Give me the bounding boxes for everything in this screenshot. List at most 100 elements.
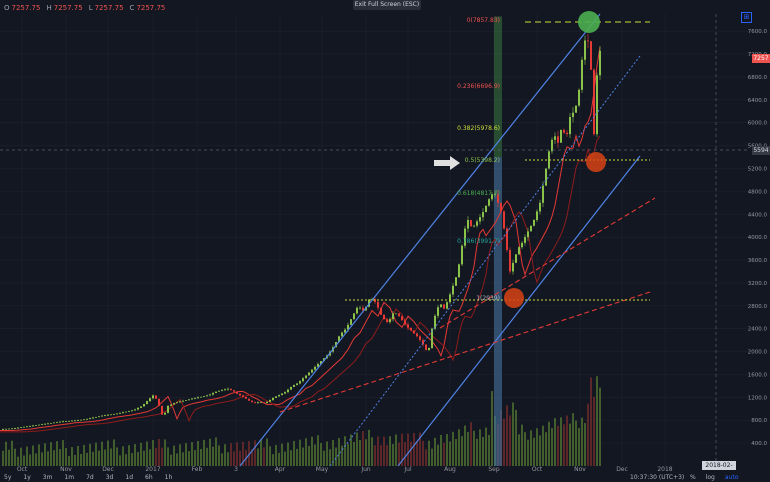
candle-body <box>56 422 58 423</box>
candle-body <box>26 426 28 428</box>
volume-bar <box>551 428 553 466</box>
candle-body <box>470 219 472 227</box>
x-tick-label: Feb <box>192 466 203 473</box>
y-axis-panel <box>750 14 770 466</box>
volume-bar <box>308 445 310 466</box>
candle-body <box>239 393 241 396</box>
volume-bar <box>365 439 367 466</box>
volume-bar <box>26 446 28 466</box>
x-tick-label: Oct <box>532 466 543 473</box>
candle-body <box>134 409 136 411</box>
candle-body <box>131 410 133 412</box>
candle-body <box>530 225 532 232</box>
candle-body <box>182 400 184 402</box>
candle-body <box>503 211 505 229</box>
volume-bar <box>428 440 430 466</box>
volume-bar <box>476 438 478 466</box>
log-toggle[interactable]: log <box>705 474 715 481</box>
date-range-box[interactable]: 2018-02-08 <box>702 461 736 478</box>
candle-body <box>17 427 19 429</box>
volume-bar <box>479 429 481 466</box>
candle-body <box>206 395 208 397</box>
volume-bar <box>350 434 352 466</box>
candle-body <box>377 301 379 308</box>
volume-bar <box>467 431 469 466</box>
candle-body <box>62 421 64 423</box>
candle-body <box>575 105 577 113</box>
candle-body <box>590 41 592 70</box>
channel-upper-line <box>239 13 601 467</box>
candle-body <box>359 307 361 309</box>
ohlc-legend: O 7257.75 H 7257.75 L 7257.75 C 7257.75 <box>4 4 165 12</box>
candle-body <box>482 212 484 218</box>
volume-bar <box>218 445 220 466</box>
exit-fullscreen-button[interactable]: Exit Full Screen (ESC) <box>353 0 421 10</box>
volume-bar <box>515 409 517 466</box>
range-7d[interactable]: 7d <box>86 474 94 481</box>
volume-bar <box>566 415 568 466</box>
volume-bar <box>32 445 34 466</box>
volume-bar <box>80 453 82 466</box>
volume-bar <box>158 439 160 466</box>
volume-bar <box>380 444 382 466</box>
candle-body <box>560 129 562 143</box>
volume-bar <box>443 442 445 466</box>
volume-bar <box>11 440 13 466</box>
candle-body <box>437 307 439 316</box>
top-marker-circle <box>578 11 600 33</box>
volume-bar <box>407 433 409 466</box>
volume-bar <box>347 443 349 466</box>
volume-bar <box>410 441 412 466</box>
candle-body <box>254 402 256 403</box>
volume-bar <box>143 450 145 466</box>
auto-toggle[interactable]: auto <box>724 474 739 481</box>
candle-body <box>353 313 355 320</box>
range-3m[interactable]: 3m <box>42 474 53 481</box>
volume-bar <box>473 430 475 466</box>
scale-options: % log auto <box>690 474 738 481</box>
candle-body <box>599 50 601 76</box>
volume-bar <box>14 448 16 466</box>
candle-body <box>53 422 55 424</box>
candle-body <box>539 202 541 212</box>
range-5y[interactable]: 5y <box>4 474 12 481</box>
candle-body <box>29 425 31 427</box>
volume-bar <box>53 450 55 466</box>
candle-body <box>173 403 175 405</box>
volume-bar <box>50 442 52 466</box>
volume-bar <box>296 448 298 466</box>
range-1h[interactable]: 1h <box>164 474 173 481</box>
chart-settings-icon[interactable]: ⊞ <box>741 12 752 23</box>
volume-bar <box>497 423 499 466</box>
candle-body <box>74 420 76 422</box>
volume-bar <box>458 429 460 466</box>
volume-bar <box>530 430 532 466</box>
volume-bar <box>161 447 163 466</box>
candle-body <box>119 412 121 414</box>
candle-body <box>185 400 187 402</box>
volume-bar <box>518 434 520 466</box>
fib-level-label: 0.618(4817.7) <box>457 190 500 197</box>
candle-body <box>494 194 496 196</box>
percent-toggle[interactable]: % <box>690 474 696 481</box>
y-tick-label: 2800.0 <box>748 304 768 310</box>
volume-bar <box>44 443 46 466</box>
range-1y[interactable]: 1y <box>23 474 31 481</box>
range-6h[interactable]: 6h <box>145 474 153 481</box>
range-1d[interactable]: 1d <box>125 474 134 481</box>
volume-bar <box>542 425 544 466</box>
volume-bar <box>581 417 583 466</box>
range-3d[interactable]: 3d <box>105 474 114 481</box>
volume-bar <box>89 443 91 466</box>
candle-body <box>32 425 34 427</box>
volume-bar <box>482 436 484 466</box>
volume-bar <box>254 440 256 466</box>
candle-body <box>596 75 598 135</box>
candle-body <box>281 393 283 395</box>
volume-bar <box>401 433 403 466</box>
volume-bar <box>68 456 70 466</box>
range-1m[interactable]: 1m <box>64 474 75 481</box>
volume-bar <box>266 438 268 466</box>
volume-bar <box>263 447 265 466</box>
